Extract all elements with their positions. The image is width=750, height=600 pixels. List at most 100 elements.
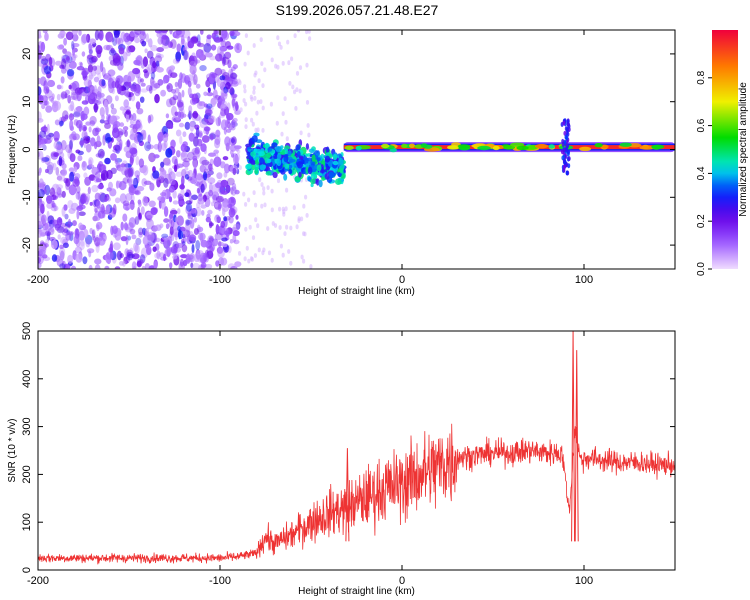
noise-blob [203, 103, 208, 108]
noise-blob [223, 106, 230, 116]
noise-blob [182, 229, 191, 238]
noise-blob [185, 79, 190, 86]
noise-blob [307, 132, 311, 138]
noise-blob [125, 140, 131, 148]
noise-blob [38, 257, 41, 264]
colorbar-tick-label: 0.8 [696, 70, 707, 84]
noise-blob [243, 256, 247, 262]
noise-blob [127, 235, 132, 241]
top-y-ticks: -20 -10 0 10 20 [21, 48, 675, 253]
noise-blob [219, 75, 226, 81]
noise-blob [38, 95, 42, 100]
noise-blob [227, 59, 232, 69]
band-blob [310, 173, 317, 179]
noise-blob [252, 43, 256, 48]
noise-blob [112, 204, 117, 215]
band-blob [339, 167, 343, 174]
noise-blob [193, 74, 198, 85]
noise-blob [215, 260, 220, 267]
noise-blob [142, 195, 149, 206]
noise-blob [215, 151, 219, 162]
noise-blob [220, 161, 226, 169]
noise-blob [166, 83, 173, 93]
noise-blob [74, 246, 83, 254]
top-x-tick-label: 100 [575, 274, 593, 286]
noise-blob [64, 223, 71, 229]
noise-blob [207, 245, 214, 255]
noise-blob [206, 34, 212, 40]
noise-blob [193, 253, 201, 263]
noise-blob [147, 114, 152, 124]
spike-blob [563, 130, 567, 136]
noise-blob [222, 156, 229, 161]
noise-blob [87, 75, 94, 80]
noise-blob [213, 156, 222, 168]
noise-blob [69, 125, 74, 131]
noise-blob [94, 264, 101, 269]
noise-blob [158, 136, 162, 144]
noise-blob [67, 200, 74, 209]
noise-blob [88, 43, 92, 48]
noise-blob [98, 95, 105, 105]
noise-blob [120, 221, 124, 231]
noise-blob [184, 174, 190, 180]
noise-blob [180, 73, 187, 83]
noise-blob [175, 129, 182, 137]
noise-blob [157, 36, 164, 45]
noise-blob [63, 204, 68, 211]
noise-blob [180, 254, 188, 259]
noise-blob [221, 202, 230, 213]
noise-blob [150, 71, 156, 80]
noise-blob [261, 250, 265, 256]
noise-blob [285, 187, 289, 193]
noise-blob [161, 142, 167, 151]
noise-blob [300, 254, 304, 260]
noise-blob [134, 190, 140, 195]
noise-blob [56, 145, 64, 155]
noise-blob [74, 87, 83, 95]
noise-blob [122, 260, 126, 267]
noise-blob [247, 258, 251, 264]
noise-blob [281, 61, 285, 66]
noise-blob [199, 156, 207, 166]
noise-blob [296, 30, 301, 33]
noise-blob [58, 155, 63, 167]
noise-blob [196, 187, 200, 194]
noise-blob [94, 258, 102, 265]
spike-blob [564, 154, 568, 159]
noise-blob [219, 45, 228, 52]
noise-blob [128, 176, 133, 187]
bottom-y-tick-label: 500 [21, 322, 33, 340]
noise-blob [295, 71, 300, 76]
noise-blob [137, 227, 144, 236]
noise-blob [172, 200, 179, 205]
noise-blob [221, 56, 230, 66]
noise-blob [149, 114, 154, 123]
colorbar-tick-label: 0.4 [696, 166, 707, 180]
noise-blob [134, 37, 140, 44]
noise-blob [192, 262, 200, 269]
noise-blob [155, 30, 163, 34]
noise-blob [305, 100, 310, 105]
noise-blob [45, 168, 49, 174]
noise-blob [59, 30, 66, 37]
noise-blob [79, 240, 85, 251]
bottom-y-ticks: 0 100 200 300 400 500 [21, 322, 675, 573]
noise-blob [175, 171, 183, 177]
band-blob [294, 176, 301, 182]
noise-blob [276, 35, 280, 41]
band-blob [312, 161, 316, 167]
noise-blob [228, 216, 234, 224]
noise-blob [63, 37, 67, 46]
noise-blob [119, 122, 125, 127]
noise-blob [227, 177, 235, 186]
noise-blob [283, 96, 287, 101]
noise-blob [80, 88, 88, 97]
band-blob [288, 164, 293, 169]
noise-blob [196, 40, 202, 47]
noise-blob [153, 154, 160, 159]
noise-blob [57, 44, 65, 50]
noise-blob [116, 250, 122, 261]
noise-blob [51, 93, 55, 100]
noise-blob [133, 177, 139, 189]
